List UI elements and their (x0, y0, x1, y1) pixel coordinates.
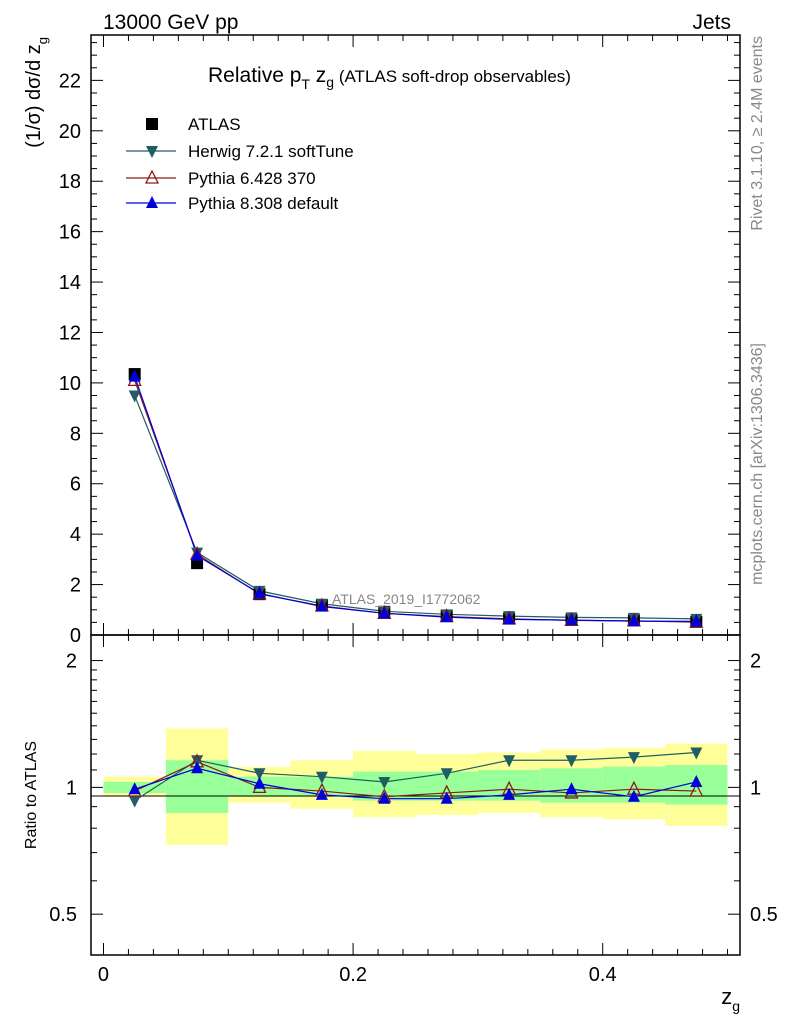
title-sub-g: g (326, 74, 334, 90)
ratio-y-axis-label: Ratio to ATLAS (23, 741, 40, 849)
main-y-tick-label: 6 (70, 474, 81, 496)
plot-title: Relative pT zg (ATLAS soft-drop observab… (208, 64, 571, 92)
main-y-tick-label: 16 (59, 222, 81, 244)
series-point-3 (565, 613, 578, 626)
series-point-3 (627, 614, 640, 627)
ratio-uncertainty-bands (103, 728, 728, 845)
ratio-series-point-0 (503, 755, 516, 768)
main-x-ticks (102, 35, 729, 635)
series-point-1 (128, 390, 141, 403)
legend-label-3: Pythia 8.308 default (188, 194, 339, 213)
ratio-series-point-2 (503, 787, 516, 800)
ratio-series-line-0 (134, 751, 697, 802)
legend-label-2: Pythia 6.428 370 (188, 169, 316, 188)
ratio-y-tick-label: 1 (66, 777, 77, 799)
ratio-series-line-2 (134, 767, 697, 800)
ratio-series-point-2 (690, 774, 703, 787)
mcplots-label: mcplots.cern.ch [arXiv:1306.3436] (749, 343, 766, 585)
ylabel-sub: g (35, 37, 50, 44)
ratio-series-point-2 (440, 791, 453, 804)
series-point-3 (253, 586, 266, 599)
ratio-y-tick-label-right: 1 (750, 777, 761, 799)
ratio-series-point-0 (565, 755, 578, 768)
x-tick-label: 0.2 (339, 964, 367, 986)
rivet-version-label: Rivet 3.1.10, ≥ 2.4M events (749, 36, 766, 231)
ratio-y-axis: 0.5 0.5 1 1 2 2 (49, 651, 778, 927)
ratio-series-point-0 (191, 755, 204, 768)
main-y-tick-label: 20 (59, 121, 81, 143)
ratio-y-tick-label-right: 0.5 (750, 904, 778, 926)
legend-marker-0 (146, 118, 158, 130)
ratio-series-point-0 (128, 795, 141, 808)
series-point-3 (378, 606, 391, 619)
series-point-3 (440, 610, 453, 623)
x-tick-label: 0.4 (589, 964, 617, 986)
ratio-series-line-1 (134, 761, 697, 798)
ratio-series-point-2 (565, 782, 578, 795)
series-point-3 (191, 548, 204, 561)
ratio-y-tick-label: 2 (66, 651, 77, 673)
main-y-tick-label: 14 (59, 272, 81, 294)
main-y-tick-label: 8 (70, 423, 81, 445)
ratio-series-point-1 (689, 782, 704, 797)
main-plot-marks (127, 368, 704, 628)
ratio-series-point-0 (690, 747, 703, 760)
main-y-tick-label: 2 (70, 575, 81, 597)
legend-marker-3 (146, 196, 158, 208)
ratio-series-point-0 (253, 768, 266, 781)
ylabel-text: (1/σ) dσ/d z (23, 44, 45, 148)
title-rest: (ATLAS soft-drop observables) (334, 67, 571, 86)
ratio-y-tick-label: 0.5 (49, 904, 77, 926)
x-axis-label: zg (721, 984, 740, 1014)
series-line-2 (134, 380, 697, 623)
title-z: z (310, 64, 326, 87)
series-point-3 (315, 599, 328, 612)
ratio-y-tick-label-right: 2 (750, 651, 761, 673)
legend-marker-2 (144, 169, 160, 184)
series-line-1 (134, 395, 697, 620)
ratio-series-point-2 (627, 789, 640, 802)
ratio-series-point-2 (315, 787, 328, 800)
series-point-3 (690, 614, 703, 627)
ratio-series-point-0 (315, 771, 328, 784)
main-y-tick-label: 12 (59, 322, 81, 344)
main-y-tick-label: 18 (59, 171, 81, 193)
analysis-watermark: ATLAS_2019_I1772062 (332, 591, 481, 607)
main-y-axis: 0 2 4 6 8 10 12 14 16 18 20 22 (59, 42, 740, 647)
series-point-3 (128, 369, 141, 382)
main-y-tick-label: 22 (59, 70, 81, 92)
xlabel-text: z (721, 984, 732, 1009)
ratio-series-point-2 (378, 791, 391, 804)
legend-label-0: ATLAS (188, 115, 241, 134)
ratio-plot-frame (90, 634, 741, 956)
main-y-tick-label: 0 (70, 625, 81, 647)
legend-label-1: Herwig 7.2.1 softTune (188, 142, 354, 161)
series-point-3 (503, 612, 516, 625)
title-main: Relative p (208, 64, 301, 87)
header-right-label: Jets (692, 11, 731, 34)
ratio-panel: 0.5 0.5 1 1 2 2 0 0.2 0.4 Ratio to ATLAS zg (23, 634, 778, 1014)
header-left-label: 13000 GeV pp (103, 11, 238, 34)
xlabel-sub: g (732, 998, 740, 1014)
series-line-3 (134, 376, 697, 622)
legend-marker-1 (146, 146, 158, 158)
ratio-series-point-0 (378, 776, 391, 789)
ratio-series-point-2 (191, 761, 204, 774)
main-y-tick-label: 10 (59, 373, 81, 395)
ratio-series-point-2 (253, 776, 266, 789)
title-sub-t: T (301, 76, 310, 92)
main-y-axis-label: (1/σ) dσ/d zg (23, 37, 50, 148)
legend: ATLAS Herwig 7.2.1 softTune Pythia 6.428 3… (126, 115, 354, 213)
x-axis: 0 0.2 0.4 (98, 635, 729, 986)
ratio-series-point-2 (128, 782, 141, 795)
ratio-series-point-0 (440, 768, 453, 781)
x-tick-label: 0 (98, 964, 109, 986)
main-y-tick-label: 4 (70, 524, 81, 546)
ratio-plot-marks (127, 747, 704, 808)
ratio-series-point-0 (627, 752, 640, 765)
